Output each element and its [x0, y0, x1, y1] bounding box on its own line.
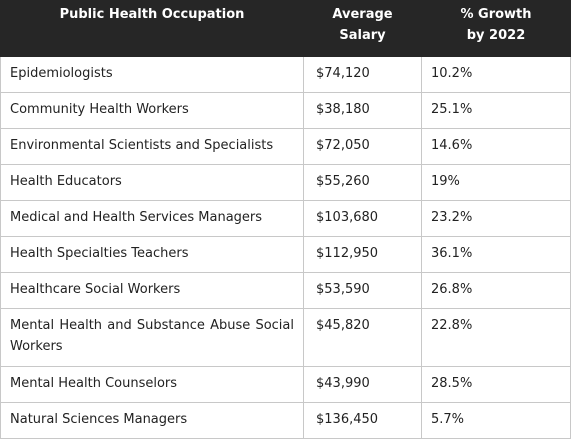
salary-cell: $136,450 — [303, 402, 422, 439]
header-growth-line1: % Growth — [460, 7, 532, 22]
occupation-cell: Mental Health Counselors — [0, 366, 304, 403]
table-row: Environmental Scientists and Specialists… — [0, 128, 571, 165]
salary-cell: $103,680 — [303, 200, 422, 237]
growth-cell: 23.2% — [421, 200, 571, 237]
growth-cell: 22.8% — [421, 308, 571, 367]
header-row: Public Health Occupation Average Salary … — [0, 0, 571, 57]
salary-cell: $72,050 — [303, 128, 422, 165]
growth-cell: 10.2% — [421, 56, 571, 93]
growth-cell: 36.1% — [421, 236, 571, 273]
salary-cell: $53,590 — [303, 272, 422, 309]
table-row: Epidemiologists $74,120 10.2% — [0, 56, 571, 93]
table-header: Public Health Occupation Average Salary … — [0, 0, 571, 57]
occupation-cell: Health Specialties Teachers — [0, 236, 304, 273]
table-row: Mental Health and Substance Abuse Social… — [0, 308, 571, 367]
growth-cell: 26.8% — [421, 272, 571, 309]
salary-cell: $74,120 — [303, 56, 422, 93]
occupation-cell: Health Educators — [0, 164, 304, 201]
table-row: Health Educators $55,260 19% — [0, 164, 571, 201]
header-occupation: Public Health Occupation — [0, 0, 304, 57]
table-body: Epidemiologists $74,120 10.2% Community … — [0, 56, 571, 439]
salary-cell: $55,260 — [303, 164, 422, 201]
occupation-cell: Natural Sciences Managers — [0, 402, 304, 439]
header-growth-line2: by 2022 — [466, 28, 526, 43]
occupation-cell: Community Health Workers — [0, 92, 304, 129]
salary-cell: $112,950 — [303, 236, 422, 273]
header-salary: Average Salary — [303, 0, 422, 57]
header-occupation-label: Public Health Occupation — [59, 7, 245, 22]
growth-cell: 25.1% — [421, 92, 571, 129]
growth-cell: 19% — [421, 164, 571, 201]
growth-cell: 28.5% — [421, 366, 571, 403]
occupation-cell: Healthcare Social Workers — [0, 272, 304, 309]
growth-cell: 14.6% — [421, 128, 571, 165]
table-row: Health Specialties Teachers $112,950 36.… — [0, 236, 571, 273]
salary-cell: $43,990 — [303, 366, 422, 403]
table-row: Medical and Health Services Managers $10… — [0, 200, 571, 237]
table-row: Natural Sciences Managers $136,450 5.7% — [0, 402, 571, 439]
salary-cell: $45,820 — [303, 308, 422, 367]
table-row: Mental Health Counselors $43,990 28.5% — [0, 366, 571, 403]
header-growth: % Growth by 2022 — [421, 0, 571, 57]
occupation-cell: Medical and Health Services Managers — [0, 200, 304, 237]
table-row: Healthcare Social Workers $53,590 26.8% — [0, 272, 571, 309]
growth-cell: 5.7% — [421, 402, 571, 439]
occupation-cell: Epidemiologists — [0, 56, 304, 93]
occupation-cell: Environmental Scientists and Specialists — [0, 128, 304, 165]
header-salary-line1: Average — [332, 7, 393, 22]
table-row: Community Health Workers $38,180 25.1% — [0, 92, 571, 129]
header-salary-line2: Salary — [339, 28, 386, 43]
occupation-cell: Mental Health and Substance Abuse Social… — [0, 308, 304, 367]
salary-cell: $38,180 — [303, 92, 422, 129]
